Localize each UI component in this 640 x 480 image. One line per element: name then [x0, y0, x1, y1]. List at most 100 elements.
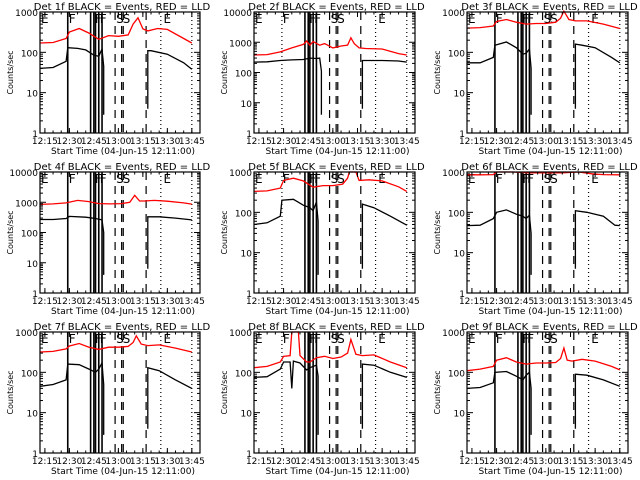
y-axis-label: Counts/sec	[6, 50, 15, 94]
y-tick-label: 1000	[15, 9, 38, 19]
marker-label: F	[100, 172, 107, 186]
plot-frame	[466, 11, 629, 134]
y-tick-label: 1	[32, 290, 38, 300]
y-tick-label: 1000	[15, 199, 38, 209]
y-axis-label: Counts/sec	[433, 210, 442, 254]
marker-label: S	[544, 12, 552, 26]
marker-label: F	[527, 172, 534, 186]
panel-det-7: Det 7f BLACK = Events, RED = LLDEFFFSSE1…	[6, 322, 210, 477]
plot-frame	[39, 11, 201, 134]
x-tick-label: 12:15	[246, 297, 272, 307]
x-axis-label: Start Time (04-Jun-15 12:11:00)	[479, 147, 623, 157]
x-tick-label: 13:15	[130, 137, 156, 147]
x-tick-label: 12:45	[81, 297, 107, 307]
panel-det-3: Det 3f BLACK = Events, RED = LLDEFFFSSE1…	[433, 2, 638, 157]
panel-title: Det 9f BLACK = Events, RED = LLD	[461, 322, 638, 333]
marker-label: S	[331, 332, 339, 346]
x-axis-label: Start Time (04-Jun-15 12:11:00)	[479, 467, 623, 477]
panel-title: Det 8f BLACK = Events, RED = LLD	[248, 322, 425, 333]
marker-label: F	[527, 332, 534, 346]
y-tick-label: 1	[246, 290, 252, 300]
y-axis-label: Counts/sec	[433, 50, 442, 94]
y-tick-label: 100	[448, 209, 465, 219]
x-tick-label: 12:30	[56, 137, 82, 147]
y-tick-label: 1	[459, 450, 465, 460]
series-lld	[253, 171, 408, 193]
y-tick-label: 100	[235, 209, 252, 219]
panel-det-5: Det 5f BLACK = Events, RED = LLDEFFFSSE1…	[220, 162, 425, 317]
marker-label: F	[314, 332, 321, 346]
x-tick-label: 13:00	[533, 297, 559, 307]
x-tick-label: 12:45	[295, 137, 321, 147]
marker-label: E	[163, 172, 171, 186]
marker-label: S	[550, 172, 558, 186]
y-tick-label: 10	[241, 100, 253, 110]
y-tick-label: 100	[448, 49, 465, 59]
series-lld	[253, 331, 408, 369]
y-tick-label: 100	[21, 230, 38, 240]
marker-label: E	[591, 332, 599, 346]
y-tick-label: 1000	[442, 329, 465, 339]
y-tick-label: 10000	[223, 9, 252, 19]
x-tick-label: 13:45	[607, 137, 633, 147]
panel-title: Det 5f BLACK = Events, RED = LLD	[248, 162, 425, 173]
x-axis-label: Start Time (04-Jun-15 12:11:00)	[51, 307, 195, 317]
panel-title: Det 2f BLACK = Events, RED = LLD	[248, 2, 425, 13]
x-tick-label: 12:15	[459, 297, 485, 307]
x-tick-label: 12:15	[32, 297, 58, 307]
x-tick-label: 13:15	[130, 297, 156, 307]
x-tick-label: 12:15	[459, 457, 485, 467]
x-tick-label: 13:30	[369, 457, 395, 467]
marker-label: S	[550, 332, 558, 346]
x-tick-label: 13:15	[558, 137, 584, 147]
y-tick-label: 1	[459, 290, 465, 300]
panel-det-6: Det 6f BLACK = Events, RED = LLDEFFFSSE1…	[433, 162, 638, 317]
panel-title: Det 4f BLACK = Events, RED = LLD	[34, 162, 211, 173]
marker-label: S	[116, 172, 124, 186]
x-axis-label: Start Time (04-Jun-15 12:11:00)	[266, 307, 410, 317]
plot-frame	[253, 171, 416, 294]
y-tick-label: 1000	[229, 329, 252, 339]
series-lld	[466, 345, 621, 372]
marker-label: F	[314, 12, 321, 26]
panel-det-4: Det 4f BLACK = Events, RED = LLDEFFFSSE1…	[6, 162, 210, 317]
marker-label: E	[378, 12, 386, 26]
x-tick-label: 13:00	[533, 457, 559, 467]
x-tick-label: 13:00	[105, 457, 131, 467]
x-tick-label: 12:30	[271, 297, 297, 307]
marker-label: F	[496, 12, 503, 26]
x-tick-label: 13:30	[582, 297, 608, 307]
y-tick-label: 1	[32, 130, 38, 140]
plot-frame	[39, 171, 201, 294]
marker-label: E	[41, 12, 49, 26]
x-tick-label: 13:45	[607, 297, 633, 307]
plot-frame	[39, 331, 201, 454]
x-tick-label: 12:45	[295, 457, 321, 467]
series-events	[253, 57, 407, 115]
plot-frame	[466, 171, 629, 294]
x-axis-label: Start Time (04-Jun-15 12:11:00)	[266, 147, 410, 157]
x-tick-label: 13:30	[154, 137, 180, 147]
y-tick-label: 100	[21, 369, 38, 379]
marker-label: E	[163, 12, 171, 26]
y-axis-label: Counts/sec	[220, 370, 229, 414]
y-tick-label: 10	[454, 410, 466, 420]
series-lld	[253, 36, 407, 56]
marker-label: S	[123, 12, 131, 26]
marker-label: S	[123, 332, 131, 346]
series-events	[466, 370, 621, 435]
marker-label: S	[123, 172, 131, 186]
marker-label: S	[331, 12, 339, 26]
y-tick-label: 1000	[229, 169, 252, 179]
x-tick-label: 12:45	[81, 457, 107, 467]
y-tick-label: 10	[27, 260, 39, 270]
x-tick-label: 13:15	[345, 297, 371, 307]
x-tick-label: 13:45	[394, 297, 420, 307]
x-tick-label: 13:00	[320, 137, 346, 147]
y-tick-label: 100	[448, 369, 465, 379]
plot-frame	[253, 331, 416, 454]
x-tick-label: 12:45	[508, 137, 534, 147]
x-tick-label: 12:30	[484, 457, 510, 467]
x-tick-label: 13:30	[154, 457, 180, 467]
x-tick-label: 13:45	[179, 137, 205, 147]
